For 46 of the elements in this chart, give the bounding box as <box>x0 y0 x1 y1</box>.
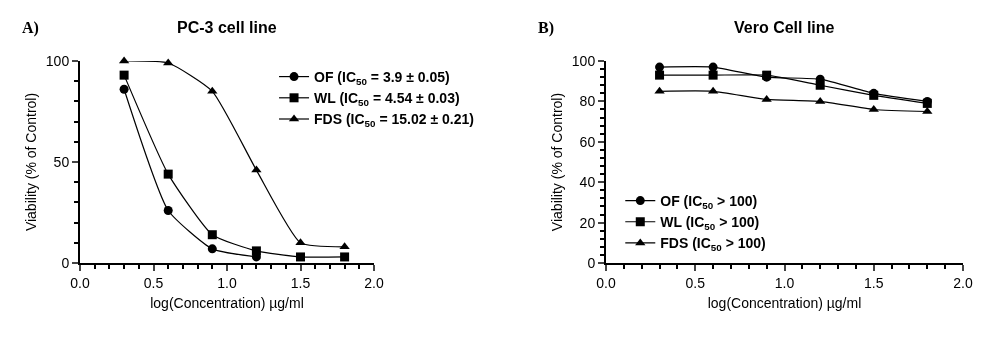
y-tick-label: 60 <box>579 133 596 150</box>
x-tick-label: 1.5 <box>290 274 311 291</box>
y-tick-label: 0 <box>587 254 596 271</box>
y-tick-label: 40 <box>579 174 596 191</box>
y-tick-label: 100 <box>571 52 596 69</box>
x-tick-label: 0.5 <box>685 274 706 291</box>
x-tick-label: 1.0 <box>774 274 795 291</box>
point <box>207 230 217 240</box>
point <box>339 242 350 250</box>
point <box>119 84 129 94</box>
x-tick-label: 1.0 <box>217 274 237 291</box>
point <box>296 252 305 262</box>
x-tick-label: 2.0 <box>953 274 973 291</box>
point <box>207 244 217 254</box>
x-tick-label: 2.0 <box>364 274 384 291</box>
legend-label: OF (IC$_{50}$ > 100) <box>660 193 758 211</box>
x-tick-label: 0.0 <box>70 274 90 291</box>
x-tick-label: 1.5 <box>864 274 884 291</box>
point <box>119 70 129 80</box>
y-tick-label: 20 <box>579 214 596 231</box>
y-tick-label: 80 <box>579 93 596 110</box>
y-tick-label: 100 <box>45 52 70 69</box>
x-axis-title: log(Concentration) µg/ml <box>150 294 304 311</box>
point <box>251 246 261 256</box>
y-axis-title: Viability (% of Control) <box>548 92 565 232</box>
legend-label: WL (IC$_{50}$ > 100) <box>660 214 760 233</box>
legend-label: FDS (IC$_{50}$ = 15.02 ± 0.21) <box>314 111 474 130</box>
legend-label: OF (IC$_{50}$ = 3.9 ± 0.05) <box>314 69 450 87</box>
point <box>295 238 306 246</box>
legend-label: WL (IC$_{50}$ = 4.54 ± 0.03) <box>314 90 460 109</box>
text: A) <box>22 19 39 37</box>
y-tick-label: 50 <box>53 153 70 170</box>
legend-label: FDS (IC$_{50}$ > 100) <box>660 235 766 254</box>
x-tick-label: 0.5 <box>143 274 164 291</box>
x-tick-label: 0.0 <box>596 274 616 291</box>
point <box>207 86 218 94</box>
chart-title: Vero Cell line <box>734 19 835 36</box>
point <box>163 58 174 66</box>
x-axis-title: log(Concentration) µg/ml <box>707 294 862 311</box>
text: B) <box>538 19 554 37</box>
y-axis-title: Viability (% of Control) <box>22 92 39 232</box>
point <box>163 169 173 179</box>
chart-title: PC-3 cell line <box>177 19 277 36</box>
point <box>340 252 350 262</box>
point <box>163 205 173 215</box>
y-tick-label: 0 <box>61 254 70 271</box>
